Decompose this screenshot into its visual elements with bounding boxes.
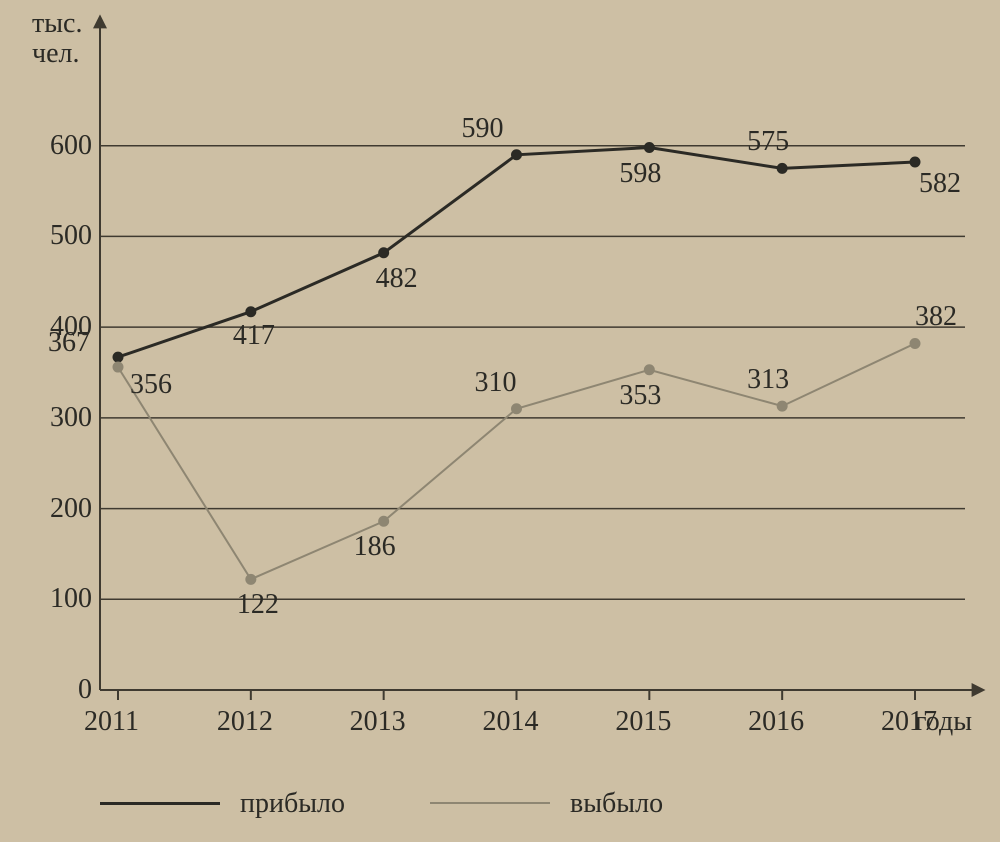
series-point-departed xyxy=(246,574,256,584)
x-tick-label: 2012 xyxy=(217,708,273,736)
x-axis-title: годы xyxy=(915,708,972,736)
value-label-departed: 122 xyxy=(237,591,279,619)
y-tick-label: 600 xyxy=(42,132,92,160)
legend-label-departed: выбыло xyxy=(570,790,663,818)
value-label-arrived: 417 xyxy=(233,322,275,350)
series-point-arrived xyxy=(777,163,787,173)
series-line-departed xyxy=(118,344,915,580)
y-axis-title: чел. xyxy=(32,40,79,68)
legend-swatch-departed xyxy=(430,802,550,804)
value-label-departed: 313 xyxy=(747,366,789,394)
series-point-departed xyxy=(113,362,123,372)
value-label-departed: 353 xyxy=(619,382,661,410)
y-tick-label: 500 xyxy=(42,222,92,250)
series-point-departed xyxy=(512,404,522,414)
series-point-arrived xyxy=(379,248,389,258)
series-point-arrived xyxy=(512,150,522,160)
series-point-departed xyxy=(777,401,787,411)
value-label-arrived: 582 xyxy=(919,170,961,198)
value-label-departed: 186 xyxy=(354,533,396,561)
y-tick-label: 100 xyxy=(42,585,92,613)
series-point-departed xyxy=(379,516,389,526)
x-tick-label: 2011 xyxy=(84,708,139,736)
series-point-arrived xyxy=(246,307,256,317)
y-tick-label: 200 xyxy=(42,495,92,523)
value-label-arrived: 575 xyxy=(747,128,789,156)
value-label-arrived: 367 xyxy=(48,329,90,357)
value-label-arrived: 590 xyxy=(462,115,504,143)
series-point-arrived xyxy=(644,143,654,153)
x-tick-label: 2016 xyxy=(748,708,804,736)
series-point-arrived xyxy=(910,157,920,167)
value-label-arrived: 482 xyxy=(376,265,418,293)
y-axis-title: тыс. xyxy=(32,10,82,38)
x-tick-label: 2013 xyxy=(350,708,406,736)
x-tick-label: 2015 xyxy=(615,708,671,736)
x-tick-label: 2014 xyxy=(483,708,539,736)
y-tick-label: 0 xyxy=(42,676,92,704)
value-label-departed: 356 xyxy=(130,371,172,399)
legend-label-arrived: прибыло xyxy=(240,790,345,818)
series-point-departed xyxy=(644,365,654,375)
y-tick-label: 300 xyxy=(42,404,92,432)
series-point-arrived xyxy=(113,352,123,362)
value-label-arrived: 598 xyxy=(619,160,661,188)
series-point-departed xyxy=(910,338,920,348)
value-label-departed: 382 xyxy=(915,303,957,331)
value-label-departed: 310 xyxy=(475,369,517,397)
legend-swatch-arrived xyxy=(100,802,220,805)
